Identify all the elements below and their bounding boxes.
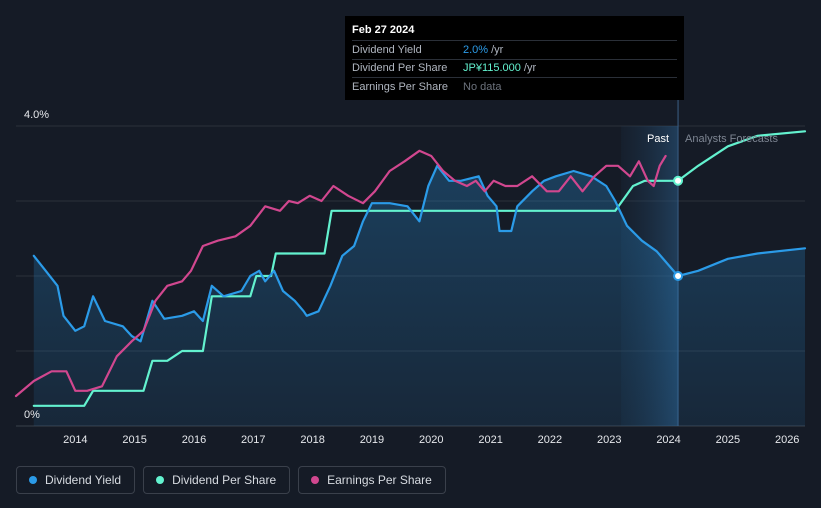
y-tick-label-bottom: 0% [24,409,40,421]
y-tick-label-top: 4.0% [24,109,49,121]
dividend-yield-line [32,164,807,343]
legend-dot-icon [311,476,320,484]
dividend-per-share-line [32,130,807,407]
x-tick-label: 2022 [538,434,562,446]
dividend-yield-area [33,165,806,427]
tooltip-label: Earnings Per Share [352,80,448,93]
series-layer [14,130,807,427]
x-tick-label: 2026 [775,434,799,446]
x-tick-label: 2016 [182,434,206,446]
legend-dot-icon [156,476,165,484]
x-tick-label: 2019 [360,434,384,446]
tooltip-value: 2.0% [463,43,489,56]
legend-item-earnings-per-share[interactable]: Earnings Per Share [298,466,446,494]
x-tick-label: 2014 [63,434,87,446]
past-label: Past [647,133,669,145]
dividend-yield-marker[interactable] [673,271,684,281]
legend: Dividend Yield Dividend Per Share Earnin… [16,466,446,494]
tooltip-date: Feb 27 2024 [352,24,415,36]
dividend-per-share-marker[interactable] [673,175,684,186]
tooltip-label: Dividend Per Share [352,62,448,75]
tooltip-row-dividend-per-share: Dividend Per Share JP¥115.000 /yr [352,58,677,78]
tooltip-row-earnings-per-share: Earnings Per Share No data [352,77,677,96]
legend-item-dividend-per-share[interactable]: Dividend Per Share [143,466,291,494]
marker-layer [673,175,684,281]
tooltip-value: JP¥115.000 [463,62,521,75]
legend-label: Dividend Per Share [172,473,277,487]
x-tick-label: 2018 [300,434,324,446]
tooltip-label: Dividend Yield [352,43,422,56]
axis-layer: 2014 2015 2016 2017 2018 2019 2020 2021 2022 2023… [63,434,799,446]
tooltip-unit: /yr [523,62,537,75]
x-tick-label: 2021 [478,434,502,446]
x-tick-label: 2020 [419,434,443,446]
tooltip-value: No data [463,80,502,93]
tooltip: Feb 27 2024 Dividend Yield 2.0% /yr Divi… [345,16,684,100]
earnings-per-share-line [14,149,667,398]
legend-item-dividend-yield[interactable]: Dividend Yield [16,466,136,494]
x-tick-label: 2025 [716,434,740,446]
x-tick-label: 2023 [597,434,621,446]
legend-label: Earnings Per Share [327,473,432,487]
tooltip-unit: /yr [491,43,504,56]
x-tick-label: 2015 [122,434,146,446]
forecast-label: Analysts Forecasts [685,133,778,145]
legend-dot-icon [29,476,37,484]
x-tick-label: 2024 [656,434,680,446]
tooltip-row-dividend-yield: Dividend Yield 2.0% /yr [352,40,677,59]
x-tick-label: 2017 [241,434,265,446]
legend-label: Dividend Yield [45,473,122,487]
